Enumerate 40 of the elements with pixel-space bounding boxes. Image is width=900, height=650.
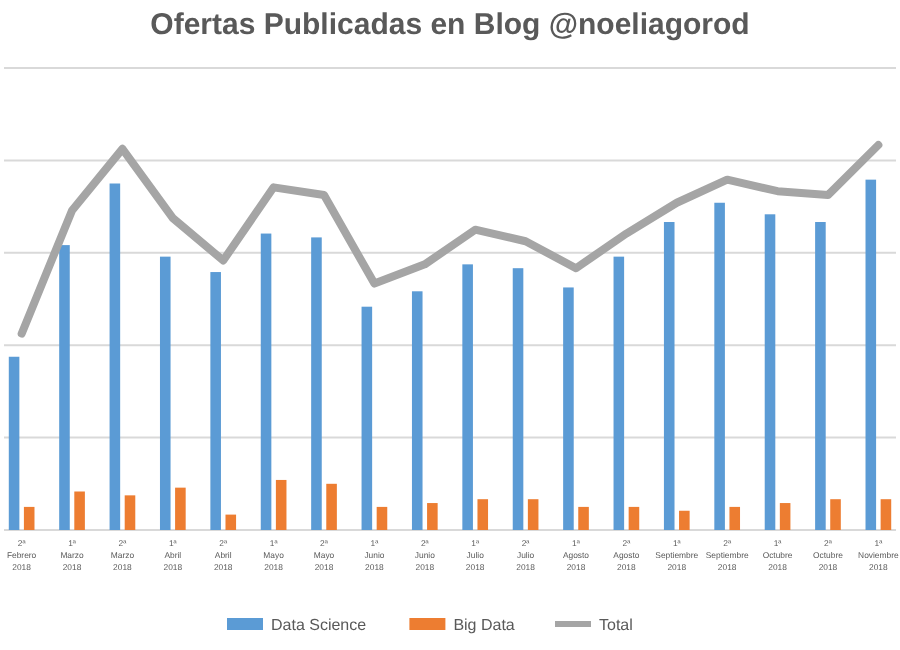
bar — [527, 499, 539, 530]
bar — [275, 479, 287, 530]
bar — [462, 264, 473, 530]
bar — [175, 487, 186, 530]
bar — [159, 256, 171, 530]
bar — [210, 272, 221, 530]
bar — [427, 503, 438, 530]
bar — [764, 214, 776, 530]
bar — [74, 491, 85, 530]
bar — [23, 506, 35, 530]
bar — [628, 506, 640, 530]
legend-label: Data Science — [271, 616, 368, 634]
bar — [880, 499, 892, 530]
bar — [512, 268, 524, 530]
bar — [376, 506, 388, 530]
bar — [109, 183, 121, 530]
bar — [613, 256, 625, 530]
bar — [563, 287, 574, 530]
bar — [411, 291, 423, 530]
legend-label: Total — [599, 616, 634, 634]
bar — [729, 506, 741, 530]
bar — [361, 306, 373, 530]
legend-label: Big Data — [453, 616, 516, 634]
bar — [663, 222, 675, 530]
bar — [260, 233, 272, 530]
bar — [311, 237, 322, 530]
bar — [714, 202, 725, 530]
chart-title: Ofertas Publicadas en Blog @noeliagorod — [150, 8, 750, 42]
bar — [326, 483, 337, 530]
bar — [578, 506, 589, 530]
bar — [815, 222, 826, 530]
bar — [59, 245, 70, 530]
bar — [679, 510, 690, 530]
bar — [8, 356, 20, 530]
bar — [865, 179, 877, 530]
bar — [779, 503, 791, 530]
bar — [477, 499, 489, 530]
bar — [124, 495, 136, 530]
bar — [830, 499, 841, 530]
bar — [225, 514, 237, 530]
